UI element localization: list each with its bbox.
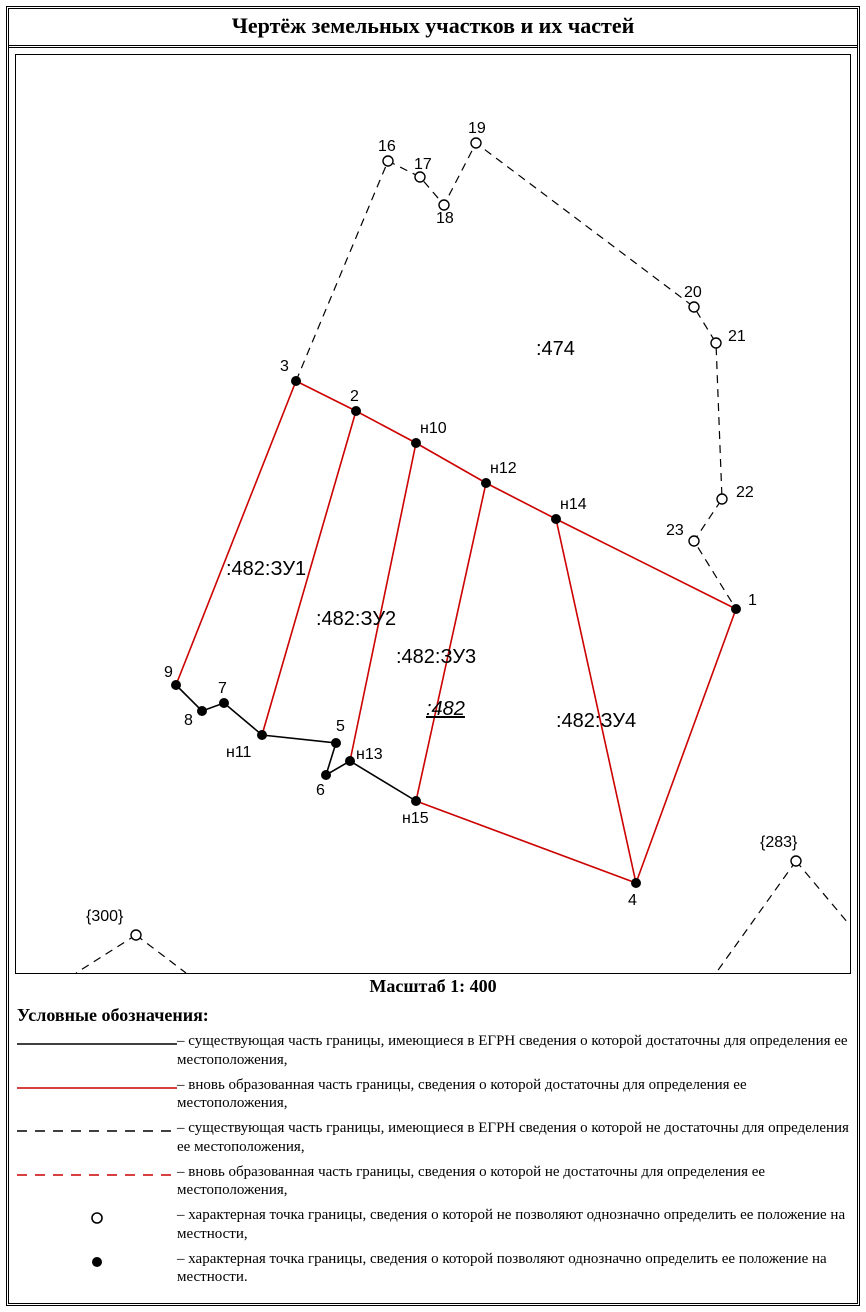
- legend-row: – вновь образованная часть границы, свед…: [17, 1076, 849, 1114]
- legend-text: – вновь образованная часть границы, свед…: [177, 1163, 849, 1201]
- svg-text:9: 9: [164, 664, 173, 681]
- svg-text:20: 20: [684, 284, 702, 301]
- legend-text: – характерная точка границы, сведения о …: [177, 1250, 849, 1288]
- legend-symbol: [17, 1121, 177, 1141]
- drawing-section: 1617181920212223{283}{300}123456789н10н1…: [9, 48, 857, 1003]
- svg-text:н14: н14: [560, 496, 587, 513]
- svg-text:23: 23: [666, 522, 684, 539]
- document-frame: Чертёж земельных участков и их частей 16…: [6, 6, 860, 1306]
- drawing-canvas: 1617181920212223{283}{300}123456789н10н1…: [16, 55, 848, 973]
- svg-text:4: 4: [628, 892, 637, 909]
- legend-row: – существующая часть границы, имеющиеся …: [17, 1119, 849, 1157]
- svg-text:н11: н11: [226, 744, 252, 761]
- svg-text:7: 7: [218, 680, 227, 697]
- legend-row: – характерная точка границы, сведения о …: [17, 1250, 849, 1288]
- scale-label: Масштаб 1: 400: [15, 974, 851, 1003]
- legend-row: – вновь образованная часть границы, свед…: [17, 1163, 849, 1201]
- legend-text: – существующая часть границы, имеющиеся …: [177, 1032, 849, 1070]
- svg-text:{283}: {283}: [760, 834, 798, 851]
- svg-text:н13: н13: [356, 746, 383, 763]
- svg-text:{300}: {300}: [86, 908, 124, 925]
- svg-text::482: :482: [426, 698, 465, 720]
- legend-symbol: [17, 1208, 177, 1228]
- legend-symbol: [17, 1165, 177, 1185]
- cadastral-drawing: 1617181920212223{283}{300}123456789н10н1…: [15, 54, 851, 974]
- svg-text::482:ЗУ1: :482:ЗУ1: [226, 558, 306, 580]
- legend-symbol: [17, 1078, 177, 1098]
- svg-text::482:ЗУ2: :482:ЗУ2: [316, 608, 396, 630]
- svg-text:22: 22: [736, 484, 754, 501]
- svg-text:5: 5: [336, 718, 345, 735]
- svg-text:21: 21: [728, 328, 746, 345]
- svg-text:1: 1: [748, 592, 757, 609]
- legend-text: – характерная точка границы, сведения о …: [177, 1206, 849, 1244]
- legend-symbol: [17, 1252, 177, 1272]
- svg-text:6: 6: [316, 782, 325, 799]
- svg-text:16: 16: [378, 138, 396, 155]
- svg-text:н10: н10: [420, 420, 447, 437]
- svg-text:н15: н15: [402, 810, 429, 827]
- legend: – существующая часть границы, имеющиеся …: [9, 1032, 857, 1303]
- legend-symbol: [17, 1034, 177, 1054]
- svg-text::474: :474: [536, 338, 575, 360]
- svg-text:17: 17: [414, 156, 432, 173]
- legend-text: – существующая часть границы, имеющиеся …: [177, 1119, 849, 1157]
- svg-text:8: 8: [184, 712, 193, 729]
- legend-text: – вновь образованная часть границы, свед…: [177, 1076, 849, 1114]
- svg-text:3: 3: [280, 358, 289, 375]
- svg-text:н12: н12: [490, 460, 517, 477]
- legend-row: – характерная точка границы, сведения о …: [17, 1206, 849, 1244]
- legend-row: – существующая часть границы, имеющиеся …: [17, 1032, 849, 1070]
- svg-text::482:ЗУ4: :482:ЗУ4: [556, 710, 636, 732]
- svg-text:18: 18: [436, 210, 454, 227]
- svg-text::482:ЗУ3: :482:ЗУ3: [396, 646, 476, 668]
- legend-title: Условные обозначения:: [9, 1003, 857, 1032]
- svg-text:2: 2: [350, 388, 359, 405]
- svg-text:19: 19: [468, 120, 486, 137]
- document-title: Чертёж земельных участков и их частей: [9, 9, 857, 48]
